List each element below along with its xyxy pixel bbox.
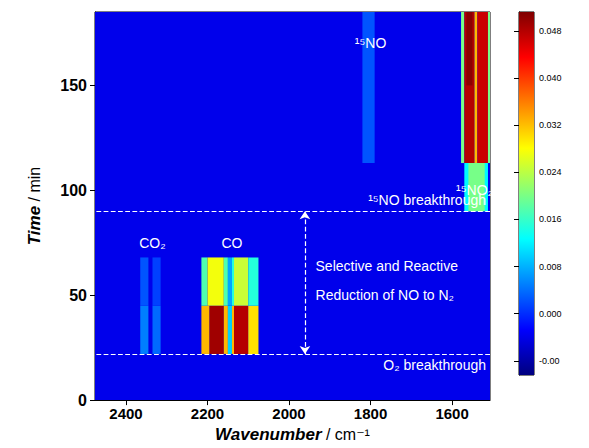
- svg-text:150: 150: [60, 77, 87, 94]
- svg-text:0.024: 0.024: [539, 167, 562, 177]
- svg-text:50: 50: [69, 287, 87, 304]
- svg-text:-0.00: -0.00: [539, 356, 560, 366]
- svg-text:0.008: 0.008: [539, 262, 562, 272]
- svg-text:0.032: 0.032: [539, 120, 562, 130]
- svg-text:2000: 2000: [272, 405, 305, 422]
- svg-text:0.000: 0.000: [539, 309, 562, 319]
- svg-text:2400: 2400: [109, 405, 142, 422]
- svg-text:0.016: 0.016: [539, 214, 562, 224]
- svg-text:¹⁵NO breakthrough: ¹⁵NO breakthrough: [368, 192, 486, 208]
- svg-text:Time: Time: [25, 206, 44, 245]
- svg-text:0: 0: [78, 392, 87, 409]
- svg-text:Selective and Reactive: Selective and Reactive: [316, 258, 459, 274]
- svg-text:1800: 1800: [354, 405, 387, 422]
- svg-text:100: 100: [60, 182, 87, 199]
- svg-text:¹⁵NO: ¹⁵NO: [355, 35, 387, 51]
- svg-text:2200: 2200: [191, 405, 224, 422]
- svg-text:¹⁵NO₂: ¹⁵NO₂: [456, 182, 493, 199]
- svg-text:Reduction of NO to N₂: Reduction of NO to N₂: [316, 287, 455, 303]
- svg-text:CO: CO: [221, 235, 242, 251]
- svg-text:0.048: 0.048: [539, 26, 562, 36]
- svg-text:/ min: / min: [26, 167, 43, 206]
- svg-text:/ cm⁻¹: / cm⁻¹: [322, 426, 370, 443]
- svg-text:0.040: 0.040: [539, 73, 562, 83]
- svg-text:Wavenumber: Wavenumber: [215, 425, 323, 444]
- svg-text:1600: 1600: [435, 405, 468, 422]
- svg-text:CO₂: CO₂: [139, 235, 165, 251]
- svg-text:O₂ breakthrough: O₂ breakthrough: [383, 357, 486, 373]
